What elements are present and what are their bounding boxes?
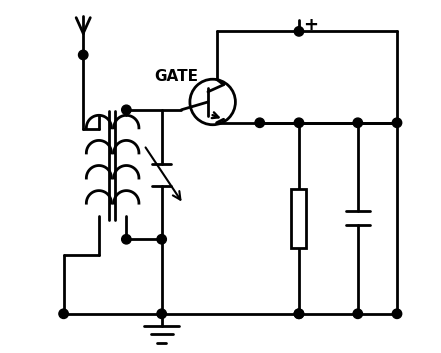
Text: GATE: GATE	[154, 69, 198, 84]
Circle shape	[392, 309, 402, 318]
Circle shape	[157, 309, 166, 318]
Circle shape	[255, 118, 265, 127]
Circle shape	[122, 234, 131, 244]
Circle shape	[353, 118, 363, 127]
Circle shape	[294, 309, 304, 318]
Circle shape	[122, 105, 131, 114]
Circle shape	[78, 50, 88, 60]
Circle shape	[294, 118, 304, 127]
Circle shape	[157, 234, 166, 244]
Circle shape	[294, 309, 304, 318]
Text: +: +	[303, 17, 318, 35]
Circle shape	[294, 27, 304, 36]
Circle shape	[392, 118, 402, 127]
Bar	[292, 189, 306, 248]
Circle shape	[59, 309, 68, 318]
Circle shape	[353, 309, 363, 318]
